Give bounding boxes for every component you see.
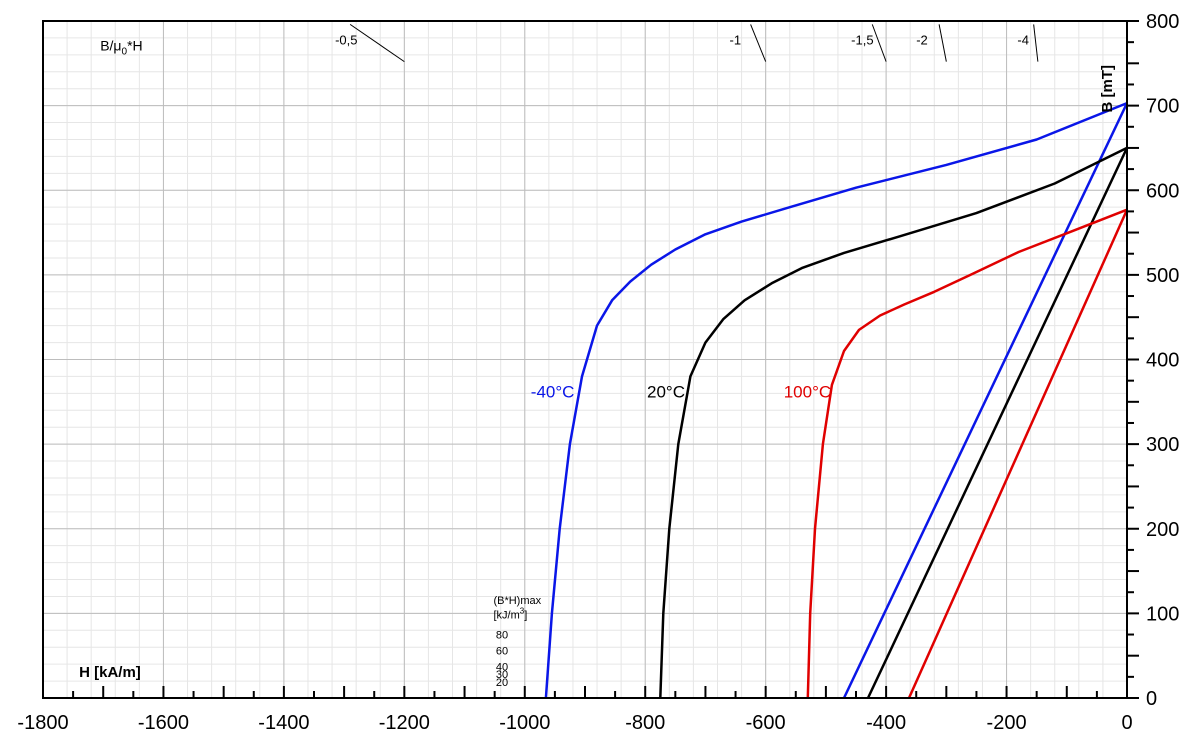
- energy-title-line1: (B*H)max: [493, 595, 541, 607]
- intrinsic-curve-1: [659, 146, 1128, 699]
- x-tick-label: -200: [987, 712, 1027, 734]
- x-tick-label: -600: [746, 712, 786, 734]
- y-tick-label: 200: [1146, 519, 1179, 541]
- x-tick-label: -800: [625, 712, 665, 734]
- x-tick-label: -1400: [258, 712, 309, 734]
- x-tick-label: -1600: [138, 712, 189, 734]
- intrinsic-curve-0: [544, 101, 1128, 699]
- permeance-line--4: [1033, 24, 1039, 62]
- energy-title-unit: [kJ/m: [493, 609, 519, 621]
- permeance-label: -2: [916, 33, 928, 48]
- permeance-lines: -0,5 -1 -1,5 -2 -4: [335, 23, 1039, 63]
- energy-label-40: 40: [496, 661, 508, 673]
- energy-label-80: 80: [496, 630, 508, 642]
- y-tick-label: 0: [1146, 688, 1157, 710]
- series-label-0: -40°C: [531, 383, 575, 402]
- x-tick-label: 0: [1121, 712, 1132, 734]
- energy-title-line2: [kJ/m3]: [493, 606, 527, 621]
- x-tick-label: -1200: [379, 712, 430, 734]
- permeance-label: -4: [1017, 33, 1029, 48]
- y-axis-label: B [mT]: [1099, 65, 1116, 113]
- permeance-label: -1: [730, 33, 742, 48]
- y-tick-label: 400: [1146, 350, 1179, 372]
- permeance-title: B/μ0*H: [100, 38, 142, 58]
- axis-labels: -1800 -1600 -1400 -1200 -1000 -800 -600 -400 -20…: [17, 11, 1179, 734]
- normal-curve-2: [907, 209, 1129, 699]
- y-tick-label: 300: [1146, 434, 1179, 456]
- permeance-line--1,5: [871, 24, 887, 62]
- x-axis-label: H [kA/m]: [79, 664, 141, 681]
- y-tick-label: 600: [1146, 180, 1179, 202]
- permeance-label: -1,5: [851, 33, 873, 48]
- permeance-line--2: [938, 24, 947, 62]
- demagnetization-curves: -40°C 20°C 100°C: [531, 101, 1129, 699]
- intrinsic-curve-2: [806, 208, 1128, 699]
- y-tick-label: 500: [1146, 265, 1179, 287]
- energy-title-sup: 3: [520, 606, 525, 615]
- series-label-1: 20°C: [647, 383, 685, 402]
- series-label-2: 100°C: [784, 383, 831, 402]
- permeance-label: -0,5: [335, 33, 357, 48]
- normal-curve-0: [842, 102, 1129, 699]
- permeance-line--0,5: [349, 23, 405, 63]
- permeance-title-sub: 0: [122, 47, 128, 58]
- y-tick-label: 100: [1146, 603, 1179, 625]
- x-tick-label: -1800: [17, 712, 68, 734]
- permeance-line--1: [750, 24, 767, 62]
- normal-curve-1: [866, 147, 1129, 699]
- energy-label-20: 20: [496, 677, 508, 689]
- y-tick-label: 800: [1146, 11, 1179, 33]
- energy-label-30: 30: [496, 669, 508, 681]
- energy-label-60: 60: [496, 645, 508, 657]
- x-tick-label: -1000: [499, 712, 550, 734]
- permeance-title-tail: *H: [127, 38, 143, 54]
- axis-ticks: [42, 20, 1139, 699]
- energy-title-close: ]: [524, 609, 527, 621]
- y-tick-label: 700: [1146, 96, 1179, 118]
- x-tick-label: -400: [866, 712, 906, 734]
- permeance-title-main: B/μ: [100, 38, 121, 54]
